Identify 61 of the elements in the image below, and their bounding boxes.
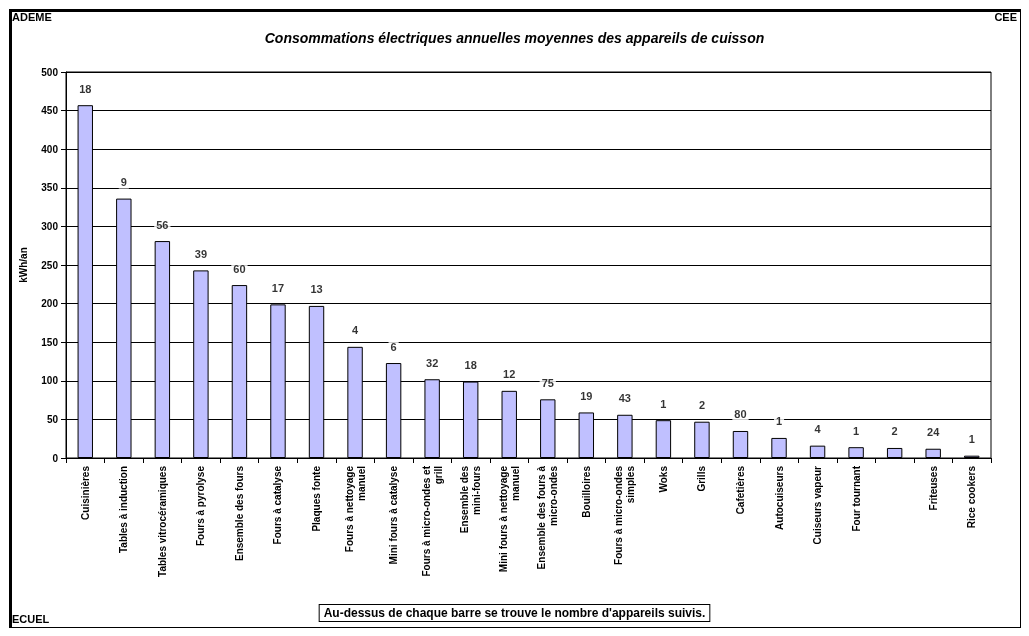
y-tick-label: 150 bbox=[41, 336, 59, 348]
x-tick-label: Friteuses bbox=[927, 465, 939, 511]
text: ADEME bbox=[12, 10, 52, 23]
x-tick-label: Fours à catalyse bbox=[272, 465, 284, 545]
annotation: 1 bbox=[660, 397, 667, 410]
x-tick-label: Fours à micro-ondes simples bbox=[613, 465, 637, 565]
x-tick-label: Tables à induction bbox=[118, 466, 130, 554]
y-tick-label: 50 bbox=[46, 413, 59, 425]
annotation: 75 bbox=[541, 376, 554, 389]
annotation: 43 bbox=[618, 392, 631, 405]
text: CEE bbox=[994, 10, 1017, 23]
annotation: 56 bbox=[156, 218, 169, 231]
x-tick-label: Fours à nettoyage manuel bbox=[343, 465, 367, 553]
annotation: 12 bbox=[503, 368, 516, 381]
y-tick-label: 250 bbox=[41, 259, 59, 271]
x-tick-label: Mini fours à catalyse bbox=[388, 465, 400, 565]
x-tick-label: Ensemble des fours bbox=[233, 465, 245, 562]
annotation: 18 bbox=[464, 359, 477, 372]
x-tick-label: Autocuiseurs bbox=[773, 465, 785, 530]
x-tick-label: Grills bbox=[696, 465, 708, 492]
text: ECUEL bbox=[12, 612, 50, 625]
x-tick-label: Cuisinières bbox=[79, 465, 91, 520]
annotation: 1 bbox=[853, 424, 860, 437]
x-tick-label: Woks bbox=[657, 465, 669, 493]
annotation: 6 bbox=[390, 340, 397, 353]
x-tick-label: Tables vitrocéramiques bbox=[156, 465, 168, 577]
annotation: 2 bbox=[891, 425, 898, 438]
y-tick-label: 500 bbox=[41, 66, 59, 78]
x-tick-label: Cuiseurs vapeur bbox=[812, 465, 824, 545]
y-tick-label: 0 bbox=[52, 452, 59, 464]
annotation: 13 bbox=[310, 283, 323, 296]
x-tick-label: Bouilloires bbox=[580, 465, 592, 518]
annotation: 17 bbox=[271, 281, 285, 294]
annotation: 24 bbox=[927, 426, 941, 439]
annotation: 1 bbox=[775, 415, 783, 428]
chart-title: Consommations électriques annuelles moyennes des appareils de cuisson bbox=[264, 30, 765, 46]
text: Au-dessus de chaque barre se trouve le nombre d'appareils suivis. bbox=[323, 606, 706, 620]
annotation: 9 bbox=[120, 176, 127, 189]
x-tick-label: Plaques fonte bbox=[311, 465, 323, 532]
annotation: 32 bbox=[426, 356, 439, 369]
y-tick-label: 300 bbox=[41, 220, 59, 232]
y-tick-label: 200 bbox=[41, 298, 59, 310]
x-tick-label: Cafetières bbox=[734, 465, 746, 515]
annotation: 4 bbox=[814, 423, 822, 436]
annotation: 1 bbox=[968, 433, 975, 446]
x-tick-label: Rice cookers bbox=[966, 465, 978, 529]
annotation: 2 bbox=[698, 399, 705, 412]
x-tick-label: Fours à pyrolyse bbox=[195, 465, 207, 547]
y-tick-label: 100 bbox=[41, 375, 59, 387]
x-tick-label: Fours à micro-ondes et grill bbox=[420, 465, 444, 577]
y-tick-label: 350 bbox=[41, 182, 59, 194]
x-tick-label: Four tournant bbox=[850, 465, 862, 532]
annotation: 60 bbox=[233, 262, 246, 275]
annotation: 18 bbox=[79, 82, 92, 95]
annotation: 4 bbox=[352, 324, 359, 337]
y-tick-label: 400 bbox=[41, 143, 59, 155]
y-tick-label: 450 bbox=[41, 105, 59, 117]
annotation: 39 bbox=[194, 247, 208, 260]
annotation: 80 bbox=[734, 408, 747, 421]
y-axis-title: kWh/an bbox=[17, 247, 29, 283]
annotation: 19 bbox=[580, 389, 593, 402]
